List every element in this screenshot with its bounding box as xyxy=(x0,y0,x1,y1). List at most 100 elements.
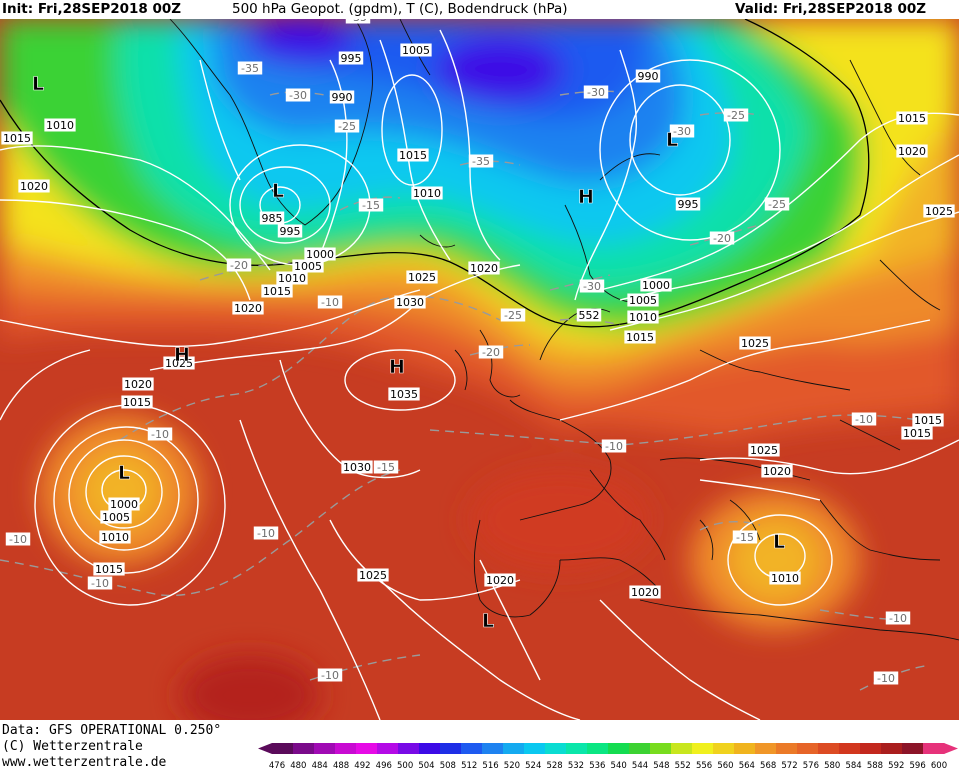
isobar-label-text: 552 xyxy=(579,309,600,322)
temperature-label-text: -25 xyxy=(338,120,356,133)
legend-swatch xyxy=(818,743,840,754)
isobar-label: 1010 xyxy=(99,530,131,544)
legend-tick-label: 544 xyxy=(632,761,648,770)
isobar-label-text: 1010 xyxy=(101,531,129,544)
legend-swatch xyxy=(608,743,630,754)
isobar-label-text: 1015 xyxy=(399,149,427,162)
isobar-label-text: 995 xyxy=(341,52,362,65)
website-link[interactable]: www.wetterzentrale.de xyxy=(2,755,167,770)
isobar-label-text: 1020 xyxy=(234,302,262,315)
temperature-label-text: -10 xyxy=(321,669,339,682)
isobar-label-text: 1025 xyxy=(408,271,436,284)
low-pressure-center: L xyxy=(666,129,678,151)
temperature-label: -30 xyxy=(285,88,311,102)
isobar-label: 1000 xyxy=(108,497,140,511)
temperature-label-text: -10 xyxy=(889,612,907,625)
isobar-label-text: 1000 xyxy=(110,498,138,511)
isobar-label-text: 1005 xyxy=(402,44,430,57)
weather-map[interactable]: 1015 1010 1020 1020 1015 1010 1005 1000 995 985 99… xyxy=(0,19,959,720)
legend-tick-label: 504 xyxy=(418,761,434,770)
color-legend: 476 480 484 488 492 496 500 504 508 512 516 520 524 5… xyxy=(258,743,958,771)
isobar-label: 1035 xyxy=(388,387,420,401)
isobar-label-text: 1035 xyxy=(390,388,418,401)
temperature-label: -10 xyxy=(253,526,279,540)
temperature-label-text: -15 xyxy=(377,461,395,474)
temperature-label-text: -15 xyxy=(362,199,380,212)
legend-tick-label: 540 xyxy=(611,761,627,770)
temperature-labels: -35 -35 -30 -25 -15 -20 -35 -30 -25 -30 -25 -20 -30 -… xyxy=(5,19,911,685)
legend-swatch xyxy=(272,743,294,754)
map-header: Init: Fri,28SEP2018 00Z 500 hPa Geopot. … xyxy=(0,0,959,19)
legend-tick-label: 556 xyxy=(696,761,712,770)
temperature-label: -15 xyxy=(373,460,399,474)
legend-tick-label: 480 xyxy=(290,761,306,770)
low-pressure-center: L xyxy=(272,180,284,202)
isobar-label: 1010 xyxy=(276,271,308,285)
legend-swatch xyxy=(860,743,882,754)
legend-swatch xyxy=(923,743,945,754)
legend-swatch xyxy=(797,743,819,754)
isobar-label: 1015 xyxy=(912,413,944,427)
isobar-label: 1015 xyxy=(121,395,153,409)
legend-swatch xyxy=(629,743,651,754)
legend-tick-label: 524 xyxy=(525,761,541,770)
isobar-label: 1005 xyxy=(627,293,659,307)
temperature-label: -10 xyxy=(885,611,911,625)
legend-tick-label: 532 xyxy=(568,761,584,770)
isobar-label: 1020 xyxy=(18,179,50,193)
legend-tick-label: 488 xyxy=(333,761,349,770)
temperature-label-text: -20 xyxy=(482,346,500,359)
legend-tick-label: 520 xyxy=(504,761,520,770)
legend-swatch xyxy=(398,743,420,754)
isobar-label-text: 1025 xyxy=(750,444,778,457)
low-pressure-center: L xyxy=(773,531,785,553)
contour-552-line xyxy=(0,19,870,328)
isobar-label-text: 1015 xyxy=(626,331,654,344)
temperature-label: -20 xyxy=(226,258,252,272)
temperature-label: -20 xyxy=(478,345,504,359)
legend-swatch xyxy=(587,743,609,754)
legend-tick-label: 496 xyxy=(376,761,392,770)
isobar-label: 552 xyxy=(576,308,602,322)
legend-swatch xyxy=(755,743,777,754)
isobar-label-text: 1020 xyxy=(631,586,659,599)
isobar-label: 1015 xyxy=(397,148,429,162)
isobar-labels: 1015101010201020101510101005100099598599… xyxy=(1,43,955,599)
init-time: Init: Fri,28SEP2018 00Z xyxy=(2,1,182,17)
legend-tick-label: 516 xyxy=(482,761,498,770)
legend-swatch xyxy=(377,743,399,754)
temperature-label-text: -10 xyxy=(321,296,339,309)
copyright: (C) Wetterzentrale xyxy=(2,739,143,754)
temperature-label-text: -10 xyxy=(855,413,873,426)
legend-tick-label: 548 xyxy=(653,761,669,770)
isobar-label: 1020 xyxy=(484,573,516,587)
temperature-label-text: -10 xyxy=(257,527,275,540)
legend-swatch xyxy=(461,743,483,754)
legend-swatch xyxy=(776,743,798,754)
isobar-label-text: 1030 xyxy=(343,461,371,474)
legend-swatch xyxy=(545,743,567,754)
legend-tick-label: 484 xyxy=(312,761,328,770)
legend-tick-label: 552 xyxy=(675,761,691,770)
isobar-label: 1025 xyxy=(739,336,771,350)
legend-tick-label: 536 xyxy=(589,761,605,770)
temperature-label: -25 xyxy=(334,119,360,133)
isobar-label-text: 1020 xyxy=(898,145,926,158)
isobar-label-text: 1015 xyxy=(898,112,926,125)
isobar-label-text: 1000 xyxy=(306,248,334,261)
low-pressure-center: L xyxy=(482,610,494,632)
coastlines xyxy=(169,19,959,641)
isobar-label: 1030 xyxy=(341,460,373,474)
temperature-label-text: -25 xyxy=(504,309,522,322)
isobar-label: 1005 xyxy=(400,43,432,57)
legend-tick-label: 584 xyxy=(845,761,861,770)
isobar-label: 990 xyxy=(329,90,355,104)
isobar-label: 1025 xyxy=(163,356,195,370)
high-pressure-center: H xyxy=(578,186,594,208)
legend-swatch xyxy=(734,743,756,754)
legend-tick-label: 600 xyxy=(931,761,947,770)
high-pressure-center: H xyxy=(174,344,190,366)
isobar-label: 1000 xyxy=(304,247,336,261)
legend-tick-label: 476 xyxy=(269,761,285,770)
isobar-label-text: 1010 xyxy=(413,187,441,200)
